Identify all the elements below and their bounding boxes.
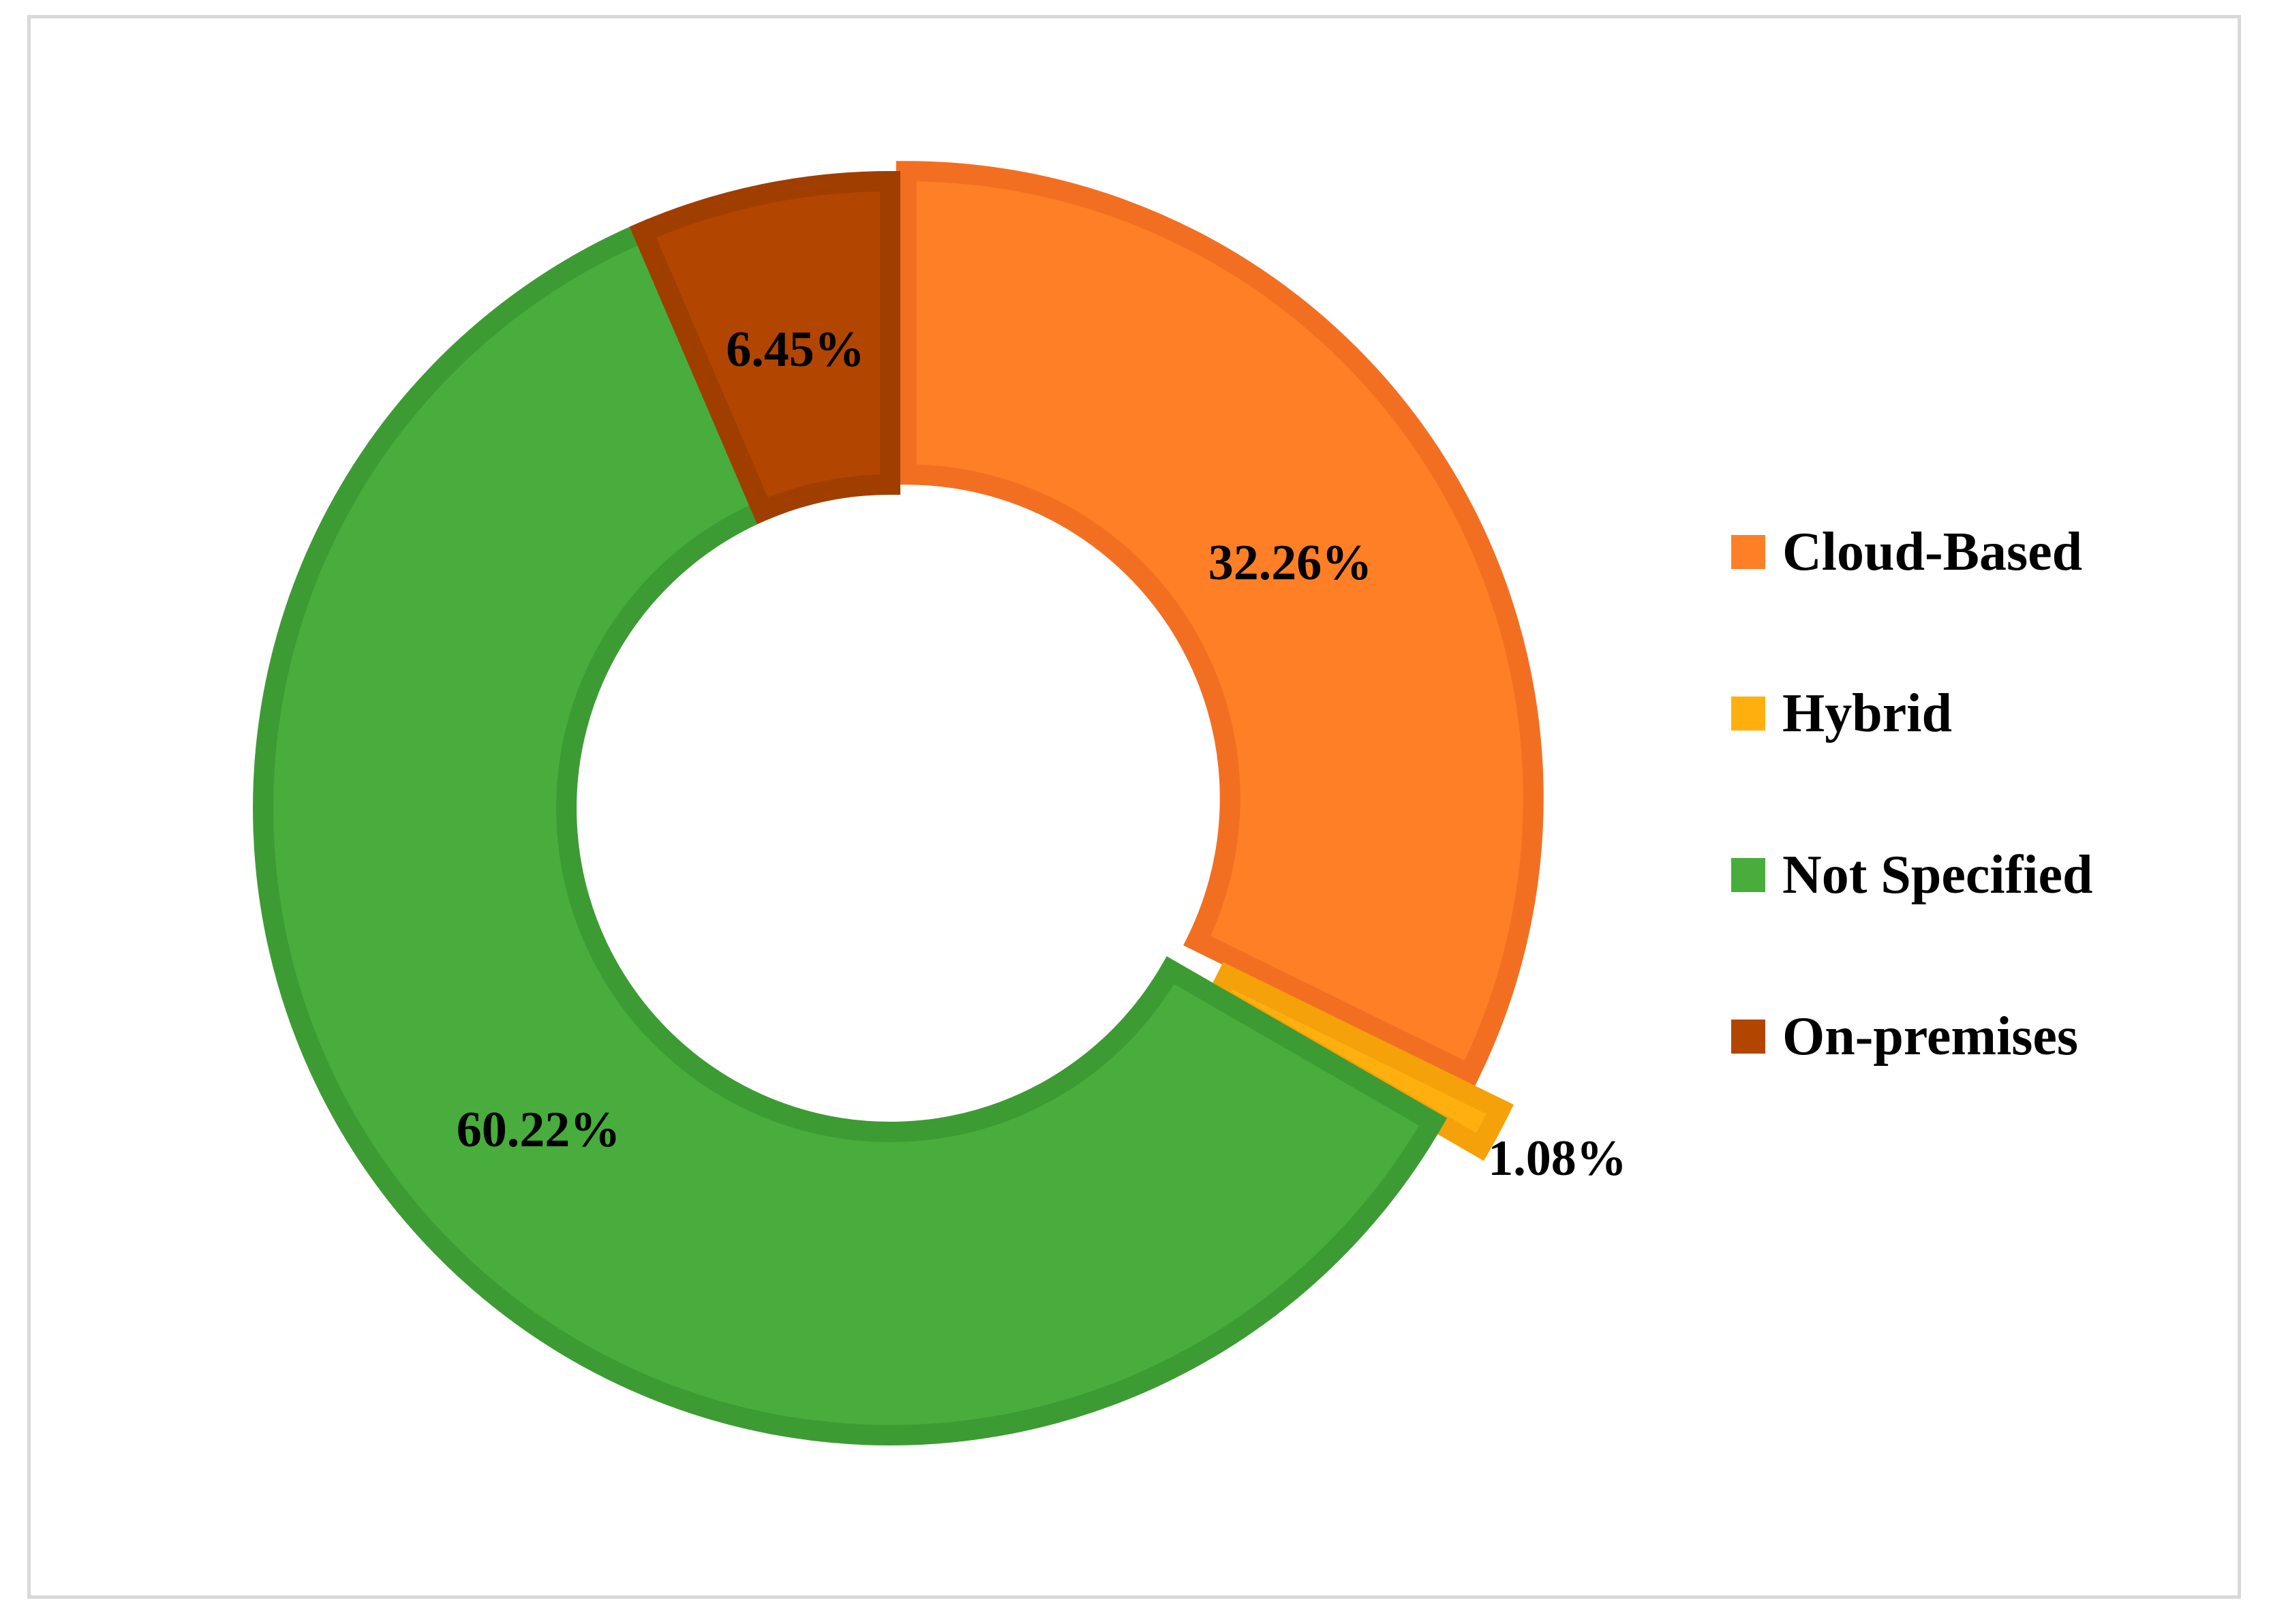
legend-swatch-cloud-based: [1731, 535, 1765, 569]
legend-label-on-premises: On-premises: [1782, 1007, 2078, 1067]
legend-swatch-not-specified: [1731, 858, 1765, 892]
legend-label-hybrid: Hybrid: [1782, 684, 1952, 744]
slice-cloud-based: [896, 161, 1544, 1088]
slice-on-premises: [629, 170, 900, 525]
slice-not-specified: [253, 218, 1448, 1445]
slice-labels: 32.26% 1.08% 60.22% 6.45%: [457, 322, 1627, 1186]
legend-label-cloud-based: Cloud-Based: [1782, 522, 2082, 582]
slice-label-not-specified: 60.22%: [457, 1102, 621, 1158]
donut-slices: [253, 161, 1544, 1445]
legend: Cloud-Based Hybrid Not Specified On-premise…: [1731, 522, 2093, 1067]
slice-label-hybrid: 1.08%: [1488, 1131, 1627, 1186]
slice-label-on-premises: 6.45%: [726, 322, 865, 378]
legend-swatch-on-premises: [1731, 1020, 1765, 1054]
legend-swatch-hybrid: [1731, 696, 1765, 731]
slice-label-cloud-based: 32.26%: [1208, 535, 1373, 591]
legend-label-not-specified: Not Specified: [1782, 845, 2093, 905]
